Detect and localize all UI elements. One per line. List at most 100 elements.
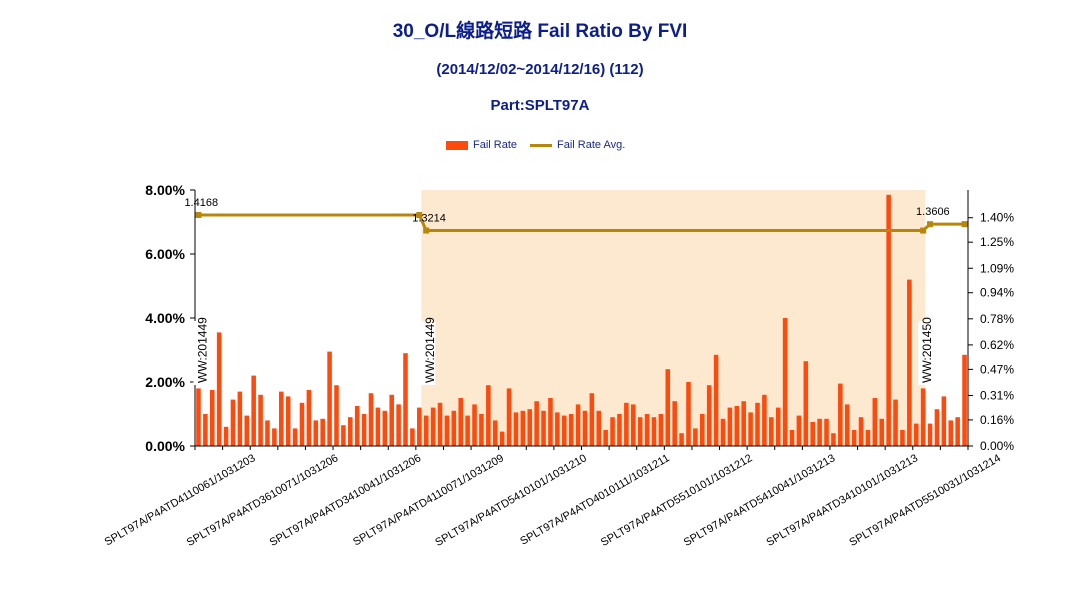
bar — [285, 396, 291, 446]
bar — [617, 414, 622, 446]
bar — [637, 417, 643, 446]
bar — [851, 430, 857, 446]
bar — [913, 423, 919, 446]
bar — [251, 375, 256, 446]
bar — [334, 385, 339, 446]
x-tick-label: SPLT97A/P4ATD3610071/1031206 — [185, 452, 341, 549]
bar — [858, 417, 864, 446]
bar — [803, 361, 809, 446]
bar — [824, 418, 829, 446]
bar — [755, 402, 760, 446]
bar — [941, 396, 947, 446]
week-marker-label: WW:201450 — [920, 317, 934, 383]
x-tick-label: SPLT97A/P4ATD5510031/1031214 — [847, 452, 1003, 549]
bar — [596, 410, 602, 446]
bar — [603, 430, 608, 446]
x-tick-label: SPLT97A/P4ATD3410041/1031206 — [268, 452, 424, 549]
bar — [568, 414, 574, 446]
bar — [396, 404, 401, 446]
avg-line-marker — [920, 227, 927, 234]
bar — [644, 414, 650, 446]
bar — [900, 430, 905, 446]
bar — [327, 351, 332, 446]
bar — [886, 194, 891, 446]
bar — [727, 407, 733, 446]
bar — [472, 404, 477, 446]
bar — [513, 412, 519, 446]
legend-bar-swatch — [446, 140, 468, 150]
bar — [838, 383, 843, 446]
bar — [430, 407, 436, 446]
x-tick-label: SPLT97A/P4ATD4010111/1031211 — [518, 452, 671, 548]
chart-title: 30_O/L線路短路 Fail Ratio By FVI — [392, 21, 688, 42]
week-marker-bg — [918, 321, 933, 385]
bar — [686, 382, 691, 446]
right-tick-label: 0.47% — [980, 362, 1014, 376]
bar — [341, 425, 346, 446]
bar — [258, 394, 263, 446]
right-tick-label: 0.31% — [980, 388, 1014, 402]
bar — [769, 417, 774, 446]
bar — [458, 398, 463, 446]
bar — [203, 414, 208, 446]
x-tick-label: SPLT97A/P4ATD5410101/1031210 — [433, 452, 589, 549]
week-marker-bg — [421, 321, 436, 385]
bar — [748, 412, 753, 446]
bar — [306, 390, 312, 446]
bar — [693, 428, 698, 446]
bar — [223, 426, 229, 446]
bar — [299, 402, 305, 446]
bar — [534, 401, 539, 446]
chart-part-label: Part:SPLT97A — [490, 97, 590, 114]
x-tick-label: SPLT97A/P4ATD3410101/1031213 — [765, 452, 921, 549]
bar — [665, 369, 671, 446]
bar — [962, 354, 967, 446]
left-tick-label: 8.00% — [145, 182, 185, 198]
right-tick-label: 0.62% — [980, 338, 1014, 352]
x-tick-label: SPLT97A/P4ATD4110061/1031203 — [103, 452, 258, 548]
bar — [713, 354, 719, 446]
bar — [520, 410, 526, 446]
bar — [734, 406, 740, 446]
avg-line-marker — [416, 211, 423, 218]
bar — [492, 420, 498, 446]
bar — [575, 404, 581, 446]
right-tick-label: 1.40% — [980, 211, 1014, 225]
bar — [451, 410, 457, 446]
bar — [630, 404, 636, 446]
legend-label-fail-rate: Fail Rate — [473, 139, 518, 151]
bar — [230, 399, 236, 446]
bar — [444, 415, 450, 446]
bar — [879, 418, 885, 446]
avg-line-marker — [423, 227, 430, 234]
bar — [320, 418, 325, 446]
bar — [368, 393, 374, 446]
bar — [265, 420, 270, 446]
bar — [541, 410, 546, 446]
bar — [313, 420, 319, 446]
bar — [589, 393, 595, 446]
bar — [817, 418, 822, 446]
bar — [499, 431, 505, 446]
bar — [934, 409, 940, 446]
right-tick-label: 0.78% — [980, 312, 1014, 326]
bar — [844, 404, 850, 446]
bar — [389, 394, 394, 446]
bar — [872, 398, 878, 446]
bar — [561, 415, 567, 446]
bar — [209, 390, 215, 446]
week-marker-label: WW:201449 — [195, 317, 209, 383]
legend-item-fail-rate[interactable]: Fail Rate — [446, 139, 517, 151]
bar — [423, 415, 429, 446]
bar — [403, 353, 408, 446]
left-tick-label: 2.00% — [145, 374, 185, 390]
bar — [741, 401, 746, 446]
bar — [955, 417, 960, 446]
bar — [865, 430, 871, 446]
bar — [789, 430, 795, 446]
legend-item-fail-rate-avg[interactable]: Fail Rate Avg. — [530, 139, 625, 151]
bar — [216, 332, 222, 446]
avg-value-label: 1.3214 — [412, 213, 446, 225]
x-tick-label: SPLT97A/P4ATD4110071/1031209 — [351, 452, 506, 548]
x-tick-label: SPLT97A/P4ATD5510101/1031212 — [599, 452, 755, 549]
